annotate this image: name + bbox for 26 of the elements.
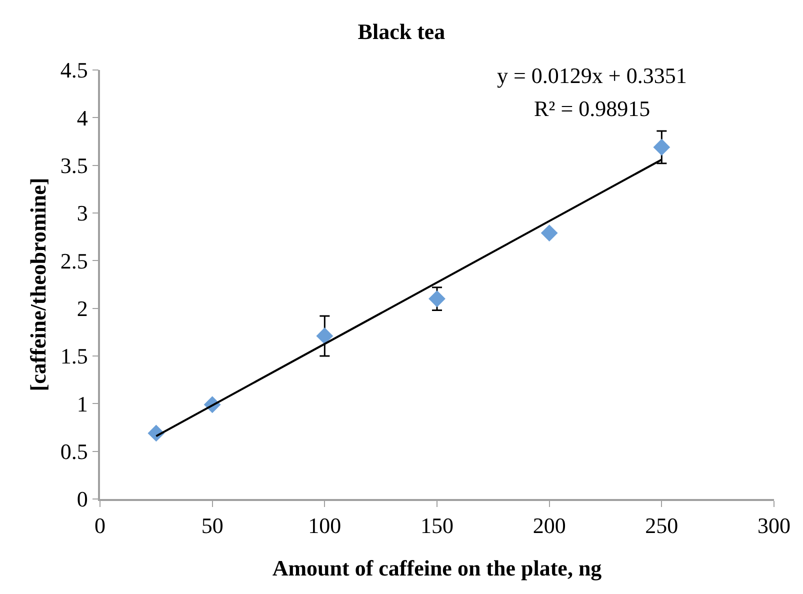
chart-title: Black tea — [358, 19, 446, 44]
x-tick-label: 250 — [645, 513, 678, 538]
y-tick-label: 1 — [76, 391, 88, 416]
x-tick-label: 0 — [94, 513, 106, 538]
y-tick-label: 3 — [76, 200, 88, 226]
point — [428, 290, 446, 308]
x-tick-label: 150 — [420, 513, 454, 538]
y-tick-label: 1.5 — [60, 344, 88, 369]
point — [316, 328, 334, 344]
y-tick-label: 0.5 — [60, 439, 88, 464]
y-axis-title: [caffeine/theobromine] — [26, 178, 50, 392]
y-tick-label: 3.5 — [60, 153, 88, 178]
x-tick-label: 50 — [201, 513, 224, 538]
x-tick-label: 200 — [532, 513, 566, 538]
annotation: R² = 0.98915 — [534, 96, 650, 121]
y-tick-label: 4.5 — [60, 58, 88, 83]
y-tick-label: 2 — [76, 296, 88, 322]
y-tick-label: 2.5 — [60, 248, 88, 274]
y-tick-label: 4 — [76, 105, 88, 130]
x-tick-label: 300 — [758, 513, 790, 538]
x-axis-title: Amount of caffeine on the plate, ng — [272, 556, 602, 580]
point — [653, 138, 670, 156]
y-tick-label: 0 — [76, 486, 88, 512]
point — [540, 224, 558, 242]
annotation: y = 0.0129x + 0.3351 — [497, 63, 687, 88]
x-tick-label: 100 — [308, 513, 342, 538]
